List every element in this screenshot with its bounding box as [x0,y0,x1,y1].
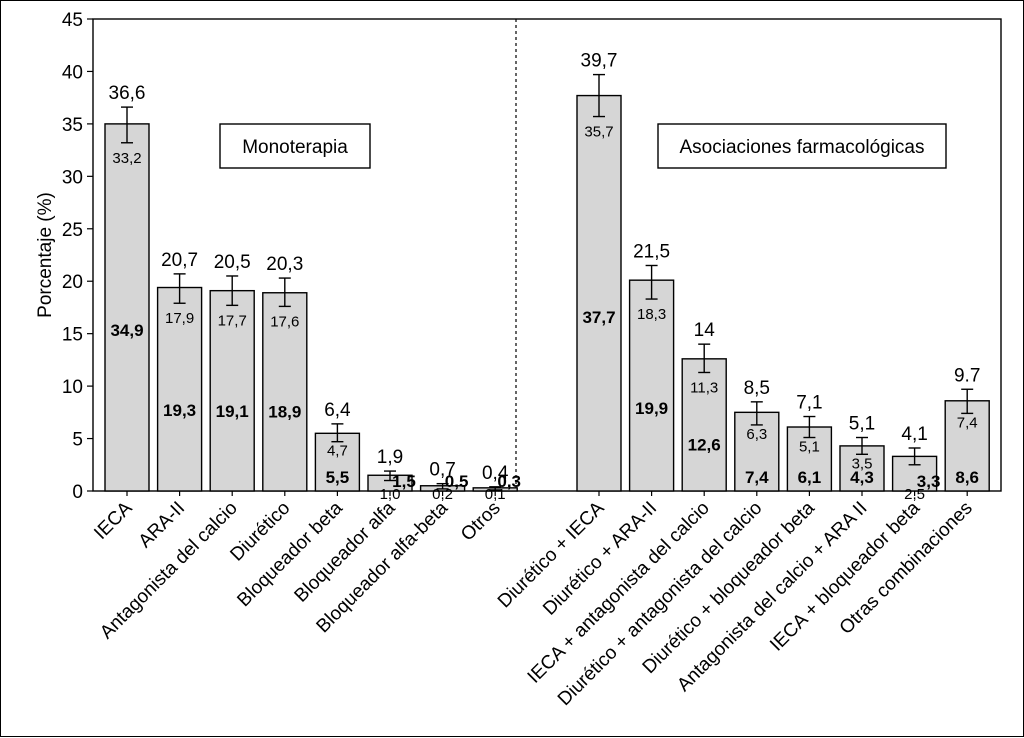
y-axis-label: Porcentaje (%) [35,192,56,318]
bar [314,432,361,492]
estimate-label: 1,5 [392,472,416,491]
upper-ci-label: 21,5 [633,241,670,262]
group-label: Monoterapia [242,137,348,158]
upper-ci-label: 0,7 [429,460,455,481]
upper-ci-label: 7,1 [796,393,822,414]
bar [262,292,308,492]
estimate-label: 5,5 [326,468,350,487]
y-tick-label: 35 [62,115,83,136]
y-tick-label: 0 [72,482,83,503]
y-tick-label: 40 [62,62,83,83]
upper-ci-label: 8,5 [744,378,770,399]
y-tick-label: 45 [62,10,83,31]
lower-ci-label: 17,9 [165,310,194,327]
x-tick-label: IECA [90,497,136,543]
lower-ci-label: 11,3 [690,379,718,396]
y-tick-label: 20 [62,272,83,293]
estimate-label: 12,6 [688,436,721,455]
estimate-label: 6,1 [798,468,822,487]
lower-ci-label: 33,2 [112,150,141,167]
estimate-label: 7,4 [745,468,769,487]
bar [681,358,727,492]
lower-ci-label: 18,3 [637,306,666,323]
lower-ci-label: 35,7 [584,124,613,141]
upper-ci-label: 4,1 [901,424,927,445]
estimate-label: 8,6 [955,468,979,487]
y-tick-label: 30 [62,167,83,188]
upper-ci-label: 36,6 [109,83,146,104]
bar [576,94,622,492]
x-tick-label: Otros [457,498,505,546]
x-tick-label: Antagonista del calcio + ARA II [673,498,871,696]
upper-ci-label: 0,4 [482,463,509,484]
estimate-label: 0,3 [497,472,521,491]
upper-ci-label: 1,9 [377,447,403,468]
plot-area [92,18,1002,492]
lower-ci-label: 17,6 [270,313,299,330]
upper-ci-label: 20,3 [266,254,303,275]
bar [209,289,255,492]
upper-ci-label: 39,7 [581,51,618,72]
lower-ci-label: 4,7 [327,443,348,460]
lower-ci-label: 17,7 [218,312,247,329]
estimate-label: 19,1 [216,402,249,421]
upper-ci-label: 6,4 [324,400,351,421]
estimate-label: 19,9 [635,399,668,418]
upper-ci-label: 5,1 [849,414,875,435]
estimate-label: 37,7 [582,308,615,327]
estimate-label: 3,3 [917,472,941,491]
group-label-box [219,123,371,169]
lower-ci-label: 6,3 [746,426,767,443]
y-tick-label: 25 [62,220,83,241]
y-tick-label: 15 [62,325,83,346]
estimate-label: 19,3 [163,401,196,420]
y-tick-label: 5 [72,430,83,451]
estimate-label: 18,9 [268,403,301,422]
y-tick-label: 10 [62,377,83,398]
estimate-label: 4,3 [850,468,874,487]
group-label: Asociaciones farmacológicas [679,137,924,158]
upper-ci-label: 9.7 [954,365,980,386]
estimate-label: 0,5 [445,472,469,491]
estimate-label: 34,9 [110,321,143,340]
upper-ci-label: 20,5 [214,252,251,273]
lower-ci-label: 7,4 [957,414,978,431]
bar [104,123,150,492]
upper-ci-label: 14 [694,320,716,341]
lower-ci-label: 5,1 [799,439,820,456]
upper-ci-label: 20,7 [161,250,198,271]
lower-ci-label: 3,5 [852,455,873,472]
group-label-box [657,123,947,169]
